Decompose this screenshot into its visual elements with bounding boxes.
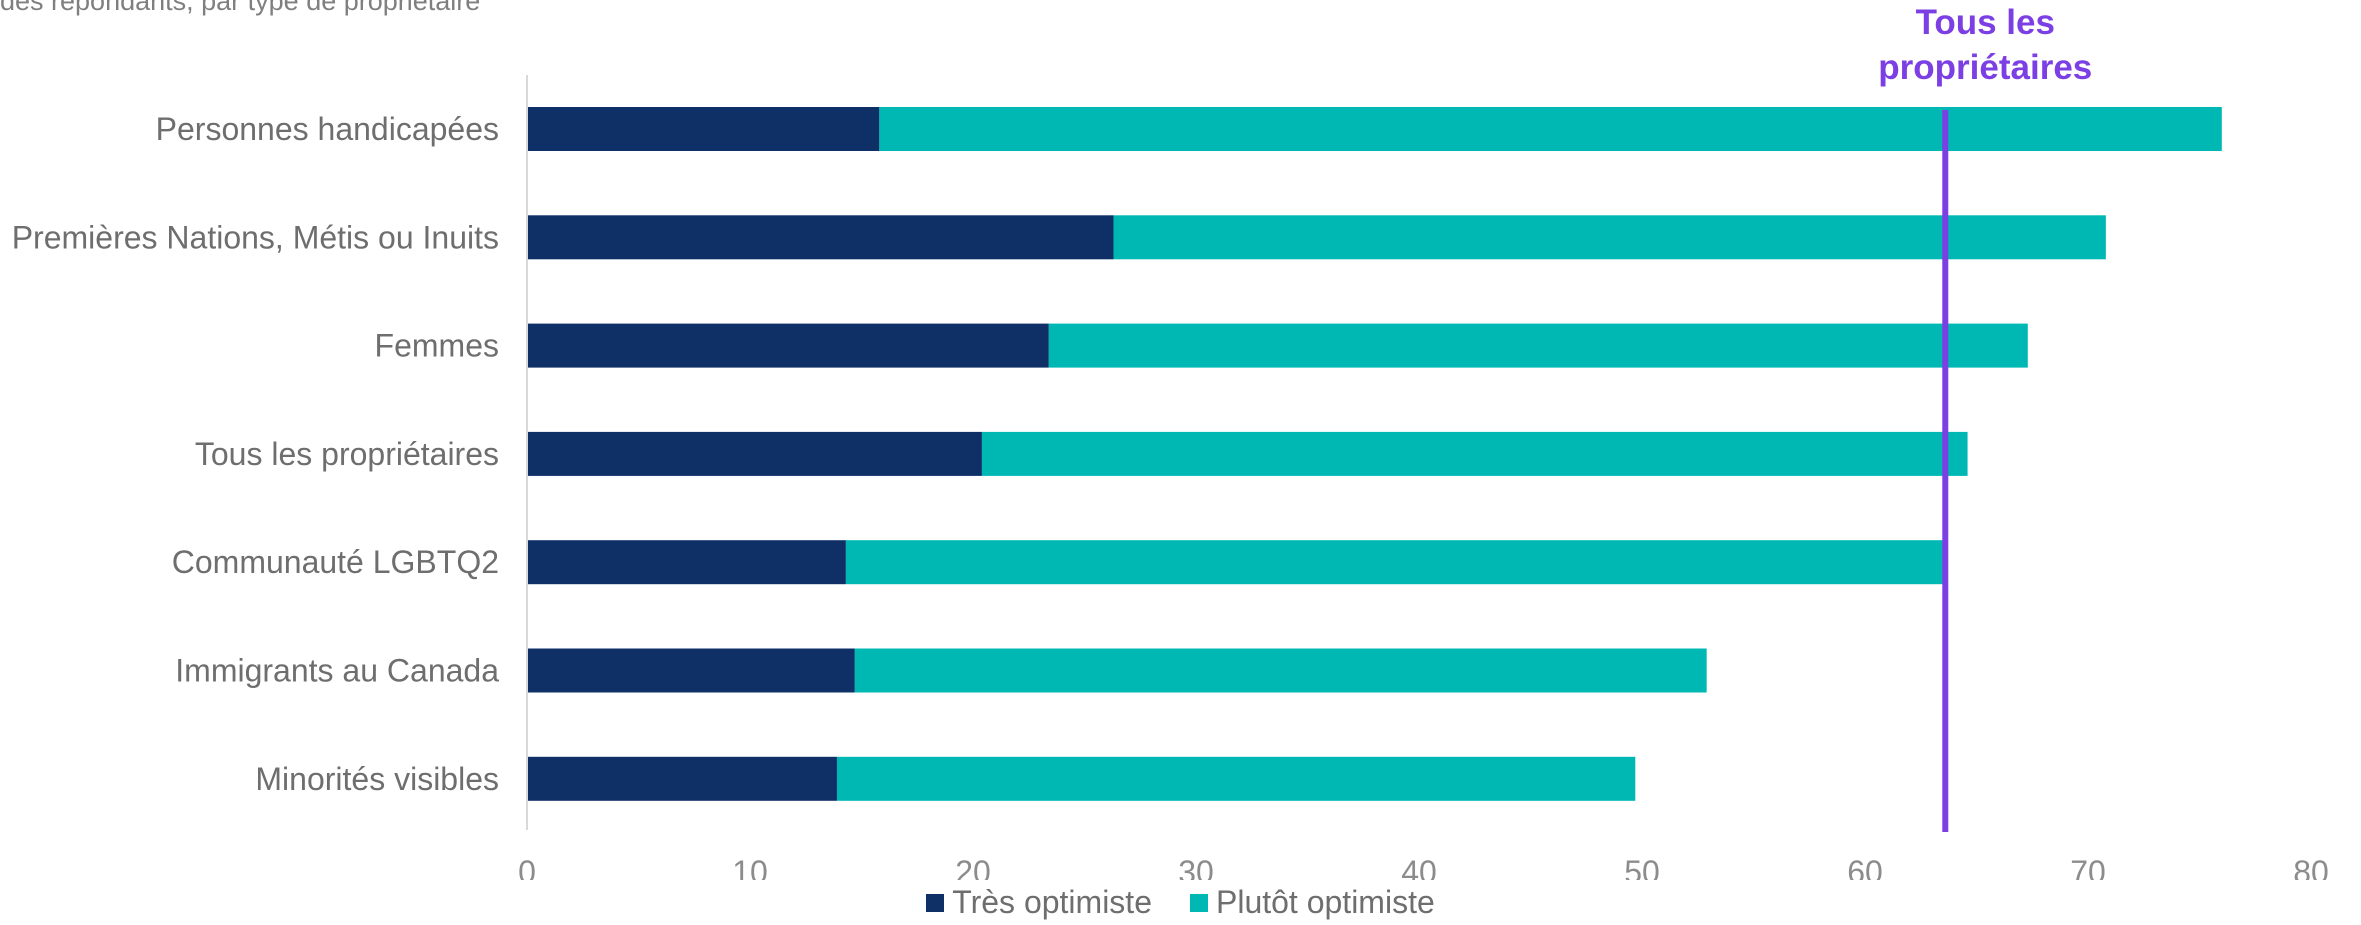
legend-swatch-series-1: [926, 893, 945, 912]
bar-chart: Personnes handicapées Premières Nations, …: [12, 3, 2329, 880]
bar-series-1-6: [527, 756, 837, 801]
bar-series-2-3: [981, 431, 1968, 476]
legend-swatch-series-2: [1189, 893, 1208, 912]
category-label-6: Minorités visibles: [255, 761, 499, 797]
bar-series-1-1: [527, 215, 1114, 260]
bars-group: [527, 107, 2222, 801]
bar-series-1-0: [527, 107, 880, 151]
x-tick-label-3: 30: [1178, 854, 1214, 880]
category-label-1: Premières Nations, Métis ou Inuits: [12, 219, 499, 255]
x-tick-label-2: 20: [955, 854, 991, 880]
bar-series-1-3: [527, 431, 982, 476]
legend-label-series-2: Plutôt optimiste: [1215, 884, 1435, 920]
reference-label-line-2: propriétaires: [1878, 48, 2092, 87]
chart-subtitle: des répondants, par type de propriétaire: [0, 0, 481, 16]
legend-item-series-1: Très optimiste: [926, 884, 1152, 921]
x-tick-label-6: 60: [1847, 854, 1883, 880]
category-label-2: Femmes: [375, 328, 499, 364]
x-tick-label-1: 10: [732, 854, 768, 880]
legend-label-series-1: Très optimiste: [952, 884, 1152, 920]
bar-series-2-1: [1113, 215, 2106, 260]
category-labels: Personnes handicapées Premières Nations, …: [12, 111, 500, 797]
reference-label-line-1: Tous les: [1916, 3, 2055, 42]
bar-series-2-4: [845, 540, 1946, 585]
bar-series-1-2: [527, 323, 1049, 368]
bar-series-2-0: [879, 107, 2222, 151]
category-label-4: Communauté LGBTQ2: [172, 544, 499, 580]
category-label-0: Personnes handicapées: [156, 111, 499, 147]
x-tick-label-5: 50: [1624, 854, 1660, 880]
x-tick-label-0: 0: [518, 854, 536, 880]
x-tick-label-8: 80: [2293, 854, 2329, 880]
bar-series-1-5: [527, 648, 855, 693]
x-tick-label-7: 70: [2070, 854, 2106, 880]
bar-series-2-6: [836, 756, 1636, 801]
category-label-3: Tous les propriétaires: [195, 436, 499, 472]
reference-line-group: Tous les propriétaires: [1878, 3, 2092, 832]
x-axis-tick-labels: 0 10 20 30 40 50 60 70 80: [518, 854, 2329, 880]
bar-series-1-4: [527, 540, 846, 585]
bar-series-2-2: [1048, 323, 2028, 368]
bar-series-2-5: [854, 648, 1707, 693]
legend: Très optimiste Plutôt optimiste: [0, 884, 2361, 921]
legend-item-series-2: Plutôt optimiste: [1189, 884, 1435, 921]
category-label-5: Immigrants au Canada: [175, 653, 499, 689]
x-tick-label-4: 40: [1401, 854, 1437, 880]
